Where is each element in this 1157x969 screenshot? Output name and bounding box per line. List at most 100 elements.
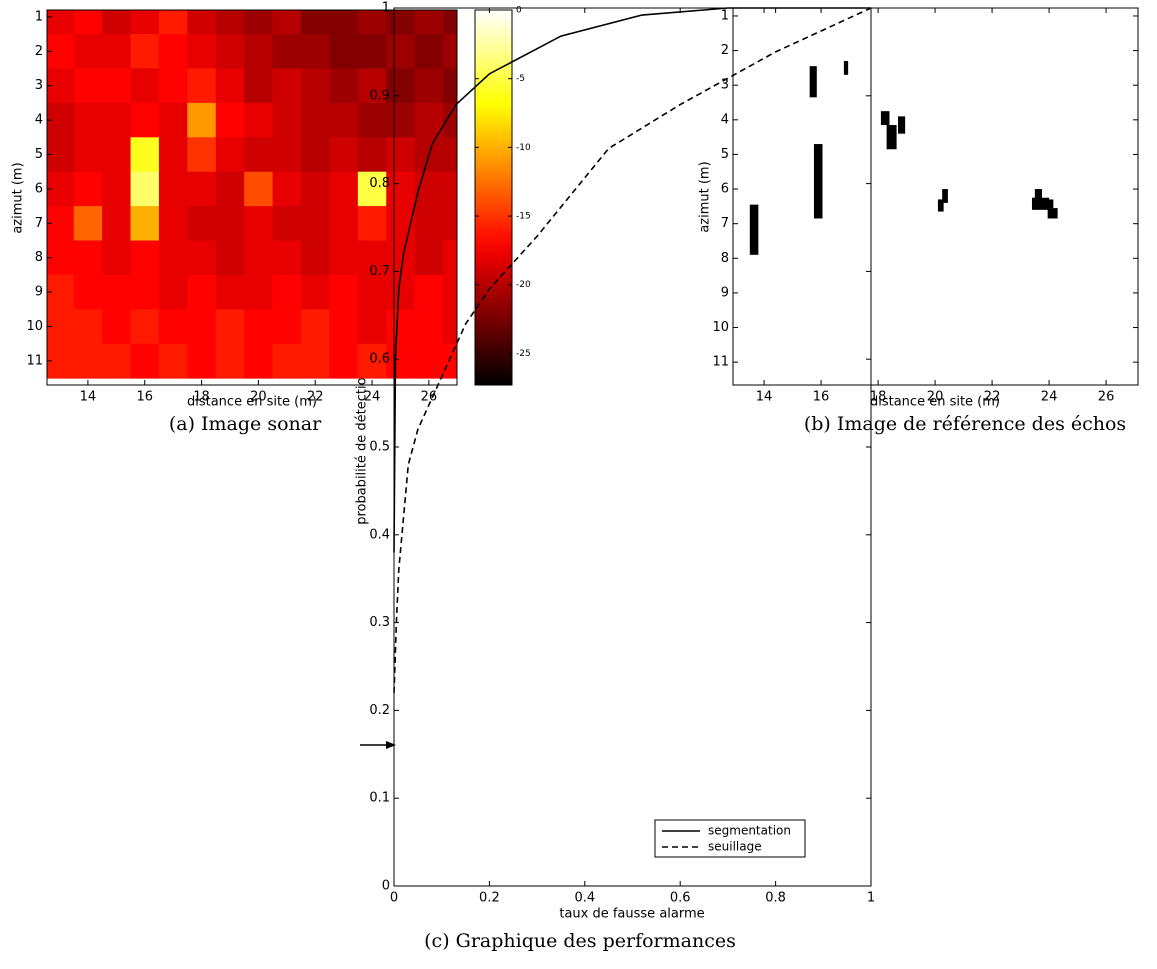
cell (215, 68, 245, 104)
y-tick-label: 2 (721, 43, 729, 58)
y-tick-label: 0.2 (369, 703, 390, 718)
y-tick-label: 6 (721, 182, 729, 197)
cell (414, 68, 444, 104)
cell (158, 137, 188, 173)
cell (329, 10, 359, 35)
y-axis-label: probabilité de détection (355, 369, 370, 525)
y-tick-label: 0.3 (369, 615, 390, 630)
cell (244, 171, 274, 207)
cell (187, 137, 217, 173)
echo-block (898, 116, 906, 134)
cell (329, 171, 359, 207)
cell (215, 10, 245, 35)
cell (272, 240, 302, 276)
cell (130, 240, 160, 276)
cell (414, 343, 444, 379)
cell (158, 206, 188, 242)
cell (215, 206, 245, 242)
cell (73, 343, 103, 379)
colorbar-tick-label: 0 (516, 6, 522, 16)
cell (102, 102, 132, 138)
cell (329, 34, 359, 69)
x-tick-label: 26 (1098, 390, 1115, 405)
cell (215, 274, 245, 310)
y-axis-label: azimut (m) (11, 162, 26, 233)
cell (158, 309, 188, 345)
cell (102, 274, 132, 310)
cell (187, 171, 217, 207)
cell (130, 137, 160, 173)
cell (329, 343, 359, 379)
echo-block (809, 66, 817, 98)
x-tick-label: 22 (307, 390, 324, 405)
cell (130, 102, 160, 138)
cell (244, 34, 274, 69)
cell (357, 171, 387, 207)
y-tick-label: 7 (35, 216, 43, 231)
x-tick-label: 0.8 (765, 891, 786, 906)
y-tick-label: 10 (26, 319, 43, 334)
x-tick-label: 0 (390, 891, 398, 906)
x-tick-label: 20 (250, 390, 267, 405)
x-tick-label: 0.4 (574, 891, 595, 906)
cell (244, 10, 274, 35)
y-tick-label: 10 (712, 320, 729, 335)
cell (357, 206, 387, 242)
y-tick-label: 8 (721, 251, 729, 266)
cell (301, 68, 330, 104)
cell (443, 240, 457, 276)
cell (244, 240, 274, 276)
cell (272, 10, 302, 35)
cell (301, 10, 330, 35)
x-axis-label: distance en site (m) (187, 395, 317, 410)
echo-block (843, 60, 849, 75)
cell (187, 206, 217, 242)
cell (187, 102, 217, 138)
colorbar-tick-label: -20 (516, 280, 531, 290)
cell (158, 274, 188, 310)
cell (386, 102, 416, 138)
cell (272, 343, 302, 379)
y-tick-label: 0.6 (369, 352, 390, 367)
cell (301, 240, 330, 276)
cell (414, 240, 444, 276)
cell (244, 137, 274, 173)
series-line (393, 7, 872, 693)
x-tick-label: 1 (867, 891, 875, 906)
cell (102, 10, 132, 35)
cell (158, 240, 188, 276)
x-tick-label: 14 (80, 390, 97, 405)
heatmap (47, 10, 457, 379)
echo-block (1034, 189, 1042, 200)
x-tick-label: 14 (756, 390, 773, 405)
cell (244, 309, 274, 345)
cell (130, 171, 160, 207)
y-tick-label: 1 (35, 9, 43, 24)
y-tick-label: 5 (35, 147, 43, 162)
cell (386, 137, 416, 173)
y-tick-label: 0.5 (369, 440, 390, 455)
cell (443, 34, 457, 69)
cell (414, 309, 444, 345)
cell (73, 171, 103, 207)
cell (130, 68, 160, 104)
cell (357, 274, 387, 310)
y-tick-label: 1 (721, 8, 729, 23)
y-tick-label: 9 (721, 285, 729, 300)
x-axis-label: taux de fausse alarme (559, 907, 704, 922)
cell (414, 206, 444, 242)
echo-block (749, 204, 759, 255)
cell (357, 240, 387, 276)
cell (443, 10, 457, 35)
cell (386, 274, 416, 310)
cell (215, 171, 245, 207)
cell (443, 171, 457, 207)
y-tick-label: 1 (382, 1, 390, 16)
cell (244, 206, 274, 242)
y-tick-label: 11 (26, 353, 43, 368)
caption: (b) Image de référence des échos (804, 413, 1126, 435)
cell (102, 309, 132, 345)
y-tick-label: 4 (721, 112, 729, 127)
cell (158, 102, 188, 138)
